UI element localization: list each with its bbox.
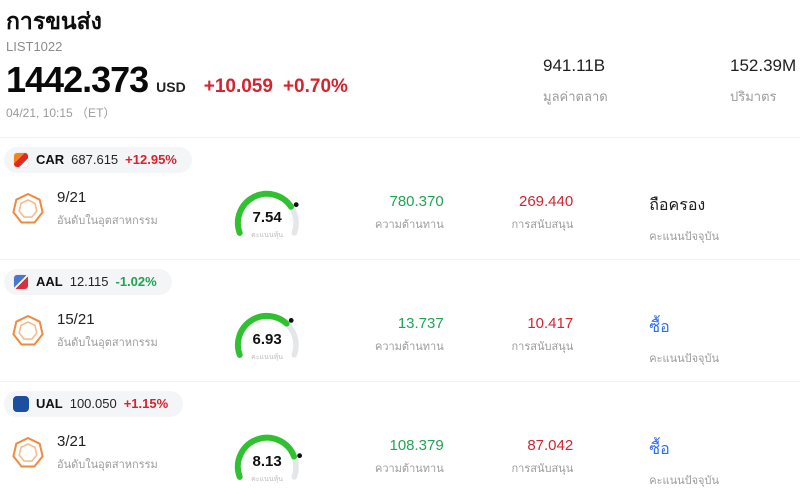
stock-row-content: 9/21 อันดับในอุตสาหกรรม 7.54 คะแนนหุ้น 7… [4, 185, 800, 245]
resistance-value: 13.737 [397, 314, 444, 332]
market-cap-stat: 941.11B มูลค่าตลาด [543, 56, 608, 107]
car-logo-icon [13, 151, 29, 168]
score-label: คะแนนหุ้น [251, 231, 284, 239]
rank-cell: 9/21 อันดับในอุตสาหกรรม [4, 185, 221, 229]
score-gauge: 8.13 คะแนนหุ้น [221, 425, 313, 489]
market-cap-value: 941.11B [543, 56, 606, 75]
gauge-arc [235, 190, 299, 236]
support-cell: 87.042 การสนับสนุน [444, 429, 574, 477]
rank-medal-icon [12, 314, 44, 346]
price-bar: 1442.373 USD +10.059 +0.70% [6, 58, 790, 100]
support-label: การสนับสนุน [511, 462, 574, 475]
score-cell: 8.13 คะแนนหุ้น [221, 429, 315, 489]
stock-row-car[interactable]: CAR 687.615 +12.95% 9/21 อันดับในอุตสาหก… [0, 136, 800, 259]
stock-list: CAR 687.615 +12.95% 9/21 อันดับในอุตสาหก… [0, 136, 800, 499]
currency-label: USD [156, 78, 186, 95]
list-id: LIST1022 [6, 38, 63, 54]
support-value: 269.440 [518, 192, 574, 210]
industry-rank-label: อันดับในอุตสาหกรรม [57, 458, 158, 471]
gauge-arc [234, 434, 303, 480]
industry-rank: 15/21 [57, 310, 95, 328]
resistance-cell: 13.737 ความต้านทาน [315, 307, 444, 355]
signal-label: คะแนนปัจจุบัน [649, 474, 719, 487]
score-value: 7.54 [252, 208, 282, 226]
score-label: คะแนนหุ้น [251, 353, 284, 361]
score-value: 8.13 [252, 452, 282, 470]
industry-rank: 3/21 [57, 432, 87, 450]
ticker-symbol: UAL [36, 396, 63, 412]
ticker-change: +12.95% [125, 152, 177, 168]
ticker-price: 12.115 [69, 274, 109, 290]
page-title: การขนส่ง [6, 8, 102, 34]
stock-row-ual[interactable]: UAL 100.050 +1.15% 3/21 อันดับในอุตสาหกร… [0, 380, 800, 499]
signal-label: คะแนนปัจจุบัน [649, 352, 719, 365]
signal-cell: ถือครอง คะแนนปัจจุบัน [649, 185, 800, 245]
market-cap-label: มูลค่าตลาด [543, 89, 608, 104]
industry-rank-label: อันดับในอุตสาหกรรม [57, 214, 158, 227]
price-change-percent: +0.70% [282, 75, 348, 97]
ual-logo-icon [13, 395, 29, 412]
ticker-pill-aal[interactable]: AAL 12.115 -1.02% [4, 268, 172, 295]
signal-value: ซื้อ [649, 318, 670, 336]
ticker-pill-ual[interactable]: UAL 100.050 +1.15% [4, 390, 184, 417]
resistance-label: ความต้านทาน [374, 218, 444, 231]
signal-value: ซื้อ [649, 440, 670, 458]
score-gauge: 6.93 คะแนนหุ้น [221, 303, 313, 367]
ticker-price: 100.050 [69, 396, 117, 412]
support-label: การสนับสนุน [511, 218, 574, 231]
aal-logo-icon [13, 273, 29, 290]
score-gauge: 7.54 คะแนนหุ้น [221, 181, 313, 245]
price-change: +10.059 [203, 75, 273, 97]
stock-row-aal[interactable]: AAL 12.115 -1.02% 15/21 อันดับในอุตสาหกร… [0, 258, 800, 381]
resistance-cell: 108.379 ความต้านทาน [315, 429, 444, 477]
stock-row-content: 15/21 อันดับในอุตสาหกรรม 6.93 คะแนนหุ้น … [4, 307, 800, 367]
support-value: 87.042 [527, 436, 574, 454]
volume-stat: 152.39M ปริมาตร [730, 56, 796, 107]
signal-cell: ซื้อ คะแนนปัจจุบัน [649, 307, 800, 367]
signal-value: ถือครอง [649, 196, 706, 214]
support-cell: 269.440 การสนับสนุน [444, 185, 574, 233]
ticker-symbol: CAR [36, 152, 65, 168]
score-value: 6.93 [252, 330, 282, 348]
score-cell: 7.54 คะแนนหุ้น [221, 185, 315, 245]
industry-rank-label: อันดับในอุตสาหกรรม [57, 336, 158, 349]
rank-medal-icon [12, 192, 44, 224]
ticker-change: +1.15% [123, 396, 169, 412]
score-cell: 6.93 คะแนนหุ้น [221, 307, 315, 367]
resistance-value: 108.379 [389, 436, 444, 454]
support-value: 10.417 [527, 314, 574, 332]
ticker-symbol: AAL [36, 274, 63, 290]
volume-label: ปริมาตร [730, 89, 777, 104]
quote-timestamp: 04/21, 10:15 （ET） [6, 105, 116, 120]
ticker-price: 687.615 [71, 152, 119, 168]
volume-value: 152.39M [730, 56, 797, 75]
resistance-cell: 780.370 ความต้านทาน [315, 185, 444, 233]
signal-cell: ซื้อ คะแนนปัจจุบัน [649, 429, 800, 489]
gauge-arc [235, 312, 299, 358]
resistance-label: ความต้านทาน [374, 462, 444, 475]
ticker-change: -1.02% [115, 274, 157, 290]
ticker-pill-car[interactable]: CAR 687.615 +12.95% [4, 146, 192, 173]
header: การขนส่ง LIST1022 1442.373 USD +10.059 +… [0, 0, 800, 121]
rank-medal-icon [12, 436, 44, 468]
industry-rank: 9/21 [57, 188, 87, 206]
signal-label: คะแนนปัจจุบัน [649, 230, 719, 243]
resistance-label: ความต้านทาน [374, 340, 444, 353]
support-label: การสนับสนุน [511, 340, 574, 353]
rank-cell: 3/21 อันดับในอุตสาหกรรม [4, 429, 221, 473]
index-price: 1442.373 [6, 58, 149, 100]
score-label: คะแนนหุ้น [251, 475, 284, 483]
resistance-value: 780.370 [389, 192, 444, 210]
stock-row-content: 3/21 อันดับในอุตสาหกรรม 8.13 คะแนนหุ้น 1… [4, 429, 800, 489]
rank-cell: 15/21 อันดับในอุตสาหกรรม [4, 307, 221, 351]
support-cell: 10.417 การสนับสนุน [444, 307, 574, 355]
